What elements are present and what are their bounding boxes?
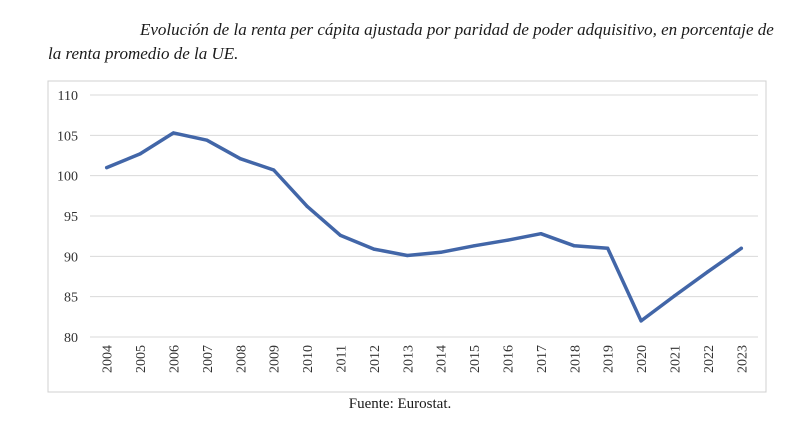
y-tick-label: 105: [57, 129, 78, 144]
x-tick-label: 2021: [669, 345, 684, 373]
x-tick-label: 2012: [368, 345, 383, 373]
x-tick-label: 2008: [234, 345, 249, 373]
series-group: [104, 131, 744, 323]
x-tick-label: 2022: [702, 345, 717, 373]
data-point-2019: [606, 246, 610, 250]
data-point-2012: [372, 247, 376, 251]
data-point-2013: [405, 253, 409, 258]
x-tick-label: 2019: [602, 345, 617, 373]
data-point-2020: [639, 319, 643, 323]
x-tick-label: 2016: [502, 345, 517, 373]
data-point-2008: [238, 157, 242, 161]
x-tick-label: 2013: [401, 345, 416, 373]
data-point-2004: [105, 166, 109, 170]
data-point-2005: [138, 152, 142, 156]
data-point-2009: [272, 168, 276, 172]
y-tick-label: 90: [64, 250, 78, 265]
x-tick-label: 2010: [301, 345, 316, 373]
x-tick-label: 2014: [435, 345, 450, 373]
x-tick-label: 2009: [268, 345, 283, 373]
x-tick-label: 2020: [635, 345, 650, 373]
x-tick-label: 2006: [168, 345, 183, 373]
x-tick-label: 2017: [535, 345, 550, 373]
x-tick-label: 2004: [101, 345, 116, 373]
data-point-2021: [672, 294, 677, 298]
data-point-2017: [539, 232, 543, 236]
source-note: Fuente: Eurostat.: [348, 396, 452, 412]
grid-lines: [90, 94, 758, 338]
data-point-2010: [305, 204, 309, 208]
data-point-2011: [338, 233, 343, 237]
data-point-2016: [505, 238, 510, 242]
y-axis-ticks: 80 85 90 95 100 105 110: [57, 89, 78, 346]
series-line-0: [104, 131, 744, 323]
x-tick-label: 2023: [735, 345, 750, 373]
data-point-2023: [739, 246, 743, 250]
chart-caption: Evolución de la renta per cápita ajustad…: [48, 20, 774, 63]
x-tick-label: 2015: [468, 345, 483, 373]
data-point-2006: [171, 131, 176, 135]
data-point-2007: [205, 138, 209, 142]
data-point-2022: [706, 270, 710, 274]
y-tick-label: 80: [64, 331, 78, 346]
y-tick-label: 100: [57, 170, 78, 185]
y-tick-label: 85: [64, 291, 78, 306]
y-tick-label: 110: [58, 89, 78, 104]
y-tick-label: 95: [64, 210, 78, 225]
x-tick-label: 2018: [568, 345, 583, 373]
data-point-2015: [472, 244, 476, 248]
x-tick-label: 2011: [335, 345, 350, 372]
x-tick-label: 2005: [134, 345, 149, 373]
chart-frame: [47, 80, 767, 393]
data-point-2014: [439, 250, 443, 254]
x-axis-ticks: 2004 2005 2006 2007 2008 2009 2010 2011 2012 2013…: [101, 345, 751, 373]
x-tick-label: 2007: [201, 345, 216, 373]
data-point-2018: [572, 244, 576, 248]
